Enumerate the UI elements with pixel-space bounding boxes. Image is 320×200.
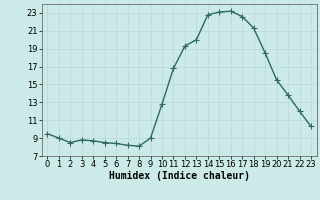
- X-axis label: Humidex (Indice chaleur): Humidex (Indice chaleur): [109, 171, 250, 181]
